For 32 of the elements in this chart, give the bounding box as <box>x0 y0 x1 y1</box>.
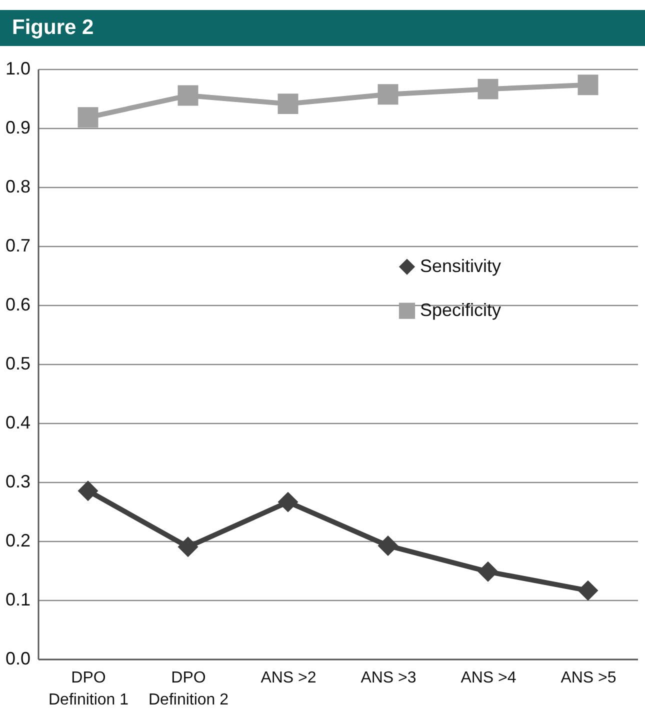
legend-label: Sensitivity <box>420 256 502 276</box>
x-tick-label: ANS >2 <box>260 670 316 686</box>
chart-title: Figure 2 <box>0 10 645 46</box>
y-tick-label: 0.0 <box>5 648 30 668</box>
x-tick-label: ANS >3 <box>360 670 416 686</box>
x-tick-label: DPO Definition 1 <box>48 670 129 708</box>
y-tick-label: 0.9 <box>5 118 30 138</box>
point <box>578 580 598 601</box>
legend-label: Specificity <box>420 300 502 320</box>
y-tick-label: 0.3 <box>5 472 30 492</box>
y-tick-label: 0.2 <box>5 530 30 550</box>
x-tick-label: ANS >5 <box>560 670 616 686</box>
point <box>178 536 198 558</box>
point <box>478 78 498 100</box>
point <box>178 85 198 106</box>
point <box>378 535 398 556</box>
point <box>78 480 98 502</box>
y-tick-label: 0.4 <box>5 412 30 432</box>
y-tick-label: 0.6 <box>5 294 30 314</box>
point <box>378 84 398 105</box>
point <box>78 107 98 128</box>
x-tick-label: ANS >4 <box>460 670 516 686</box>
y-tick-label: 0.5 <box>5 354 30 374</box>
point <box>278 94 298 114</box>
point <box>278 492 298 512</box>
point <box>478 561 498 582</box>
y-tick-label: 0.8 <box>5 176 30 196</box>
point <box>578 74 598 96</box>
y-tick-label: 0.1 <box>5 590 30 610</box>
y-tick-label: 0.7 <box>5 236 30 256</box>
y-tick-label: 1.0 <box>5 58 30 78</box>
x-tick-label: DPO Definition 2 <box>148 670 229 708</box>
